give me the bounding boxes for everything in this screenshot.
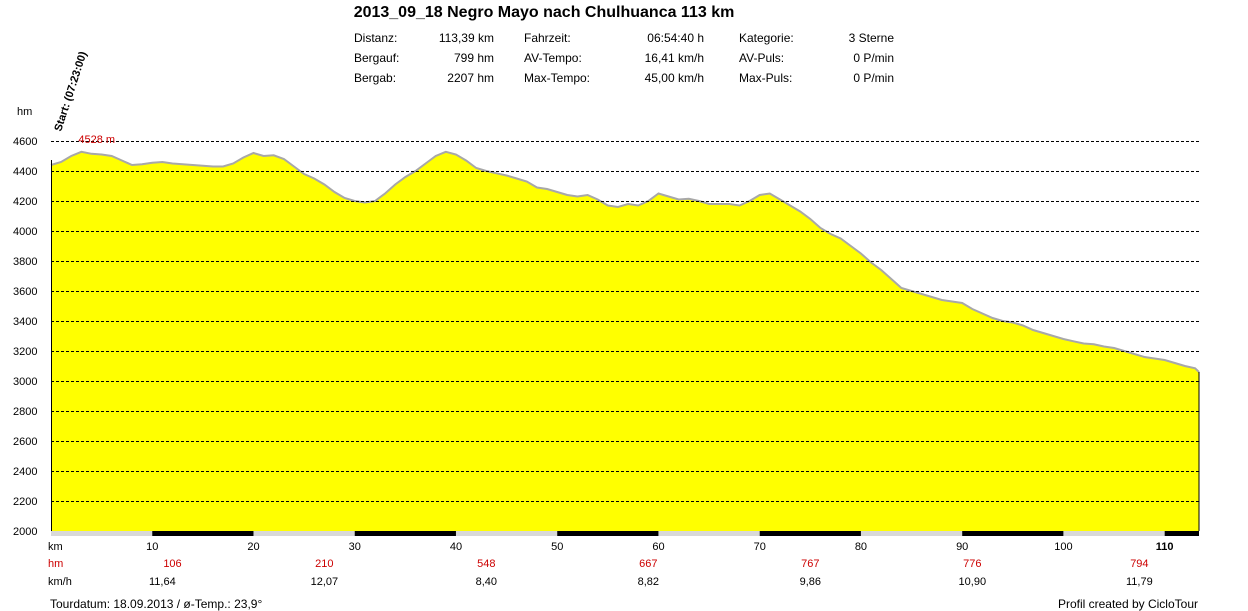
distance-bar-segment: [860, 531, 963, 536]
distance-bar-segment: [557, 531, 659, 536]
ytick-label-3800: 3800: [13, 256, 37, 268]
ytick-label-2200: 2200: [13, 496, 37, 508]
segment-kmh-value: 9,86: [800, 576, 821, 588]
stat-label-av-tempo: AV-Tempo:: [524, 51, 582, 65]
distance-bar-segment: [354, 531, 456, 536]
stat-value-max-puls: 0 P/min: [853, 71, 894, 85]
distance-bar-segment: [253, 531, 355, 536]
segment-kmh-value: 12,07: [311, 576, 339, 588]
xtick-label-20: 20: [247, 541, 259, 553]
ytick-label-3600: 3600: [13, 286, 37, 298]
distance-bar-segment: [1063, 531, 1165, 536]
elevation-line: [50, 150, 1200, 373]
segment-hm-value: 667: [639, 558, 657, 570]
ytick-label-2600: 2600: [13, 436, 37, 448]
xtick-label-50: 50: [551, 541, 563, 553]
max-elevation-label: 4528 m: [78, 134, 115, 146]
ytick-label-3000: 3000: [13, 376, 37, 388]
stat-value-bergab: 2207 hm: [447, 71, 494, 85]
segment-kmh-value: 8,40: [476, 576, 497, 588]
ytick-label-2800: 2800: [13, 406, 37, 418]
y-unit-label: hm: [17, 106, 32, 118]
distance-bar-segment: [51, 531, 153, 536]
stat-value-max-tempo: 45,00 km/h: [644, 71, 704, 85]
segment-hm-value: 210: [315, 558, 333, 570]
xtick-label-10: 10: [146, 541, 158, 553]
distance-bar-segment: [455, 531, 558, 536]
xtick-label-110: 110: [1156, 541, 1174, 553]
segment-kmh-value: 8,82: [638, 576, 659, 588]
xtick-label-80: 80: [855, 541, 867, 553]
distance-bar-segment: [759, 531, 861, 536]
segment-hm-value: 794: [1130, 558, 1148, 570]
segment-kmh-value: 11,64: [149, 576, 176, 588]
stat-label-bergauf: Bergauf:: [354, 51, 400, 65]
segment-hm-value: 767: [801, 558, 819, 570]
xtick-label-90: 90: [956, 541, 968, 553]
stat-label-max-tempo: Max-Tempo:: [524, 71, 591, 85]
xtick-label-30: 30: [349, 541, 361, 553]
distance-bar-segment: [658, 531, 760, 536]
tour-date-footer: Tourdatum: 18.09.2013 / ø-Temp.: 23,9°: [50, 597, 263, 611]
stat-label-max-puls: Max-Puls:: [739, 71, 793, 85]
stat-label-fahrzeit: Fahrzeit:: [524, 31, 571, 45]
stat-value-fahrzeit: 06:54:40 h: [647, 31, 704, 45]
stat-label-av-puls: AV-Puls:: [739, 51, 785, 65]
stat-label-distanz: Distanz:: [354, 31, 398, 45]
ytick-label-3200: 3200: [13, 346, 37, 358]
stat-value-av-tempo: 16,41 km/h: [644, 51, 704, 65]
row-label-kmh: km/h: [48, 576, 72, 588]
segment-kmh-value: 11,79: [1126, 576, 1153, 588]
stat-label-bergab: Bergab:: [354, 71, 397, 85]
row-label-km: km: [48, 541, 63, 553]
ytick-label-2000: 2000: [13, 526, 37, 538]
row-label-hm: hm: [48, 558, 63, 570]
ytick-label-4200: 4200: [13, 196, 37, 208]
start-time-label: Start: (07:23:00): [52, 50, 89, 133]
chart-title: 2013_09_18 Negro Mayo nach Chulhuanca 11…: [353, 4, 735, 21]
xtick-label-60: 60: [652, 541, 664, 553]
ytick-label-4000: 4000: [13, 226, 37, 238]
segment-hm-value: 106: [163, 558, 181, 570]
segment-hm-value: 776: [963, 558, 981, 570]
ytick-label-4600: 4600: [13, 136, 37, 148]
xtick-label-70: 70: [754, 541, 766, 553]
distance-bar-segment: [962, 531, 1064, 536]
stat-label-kategorie: Kategorie:: [739, 31, 794, 45]
ytick-label-4400: 4400: [13, 166, 37, 178]
credits-footer: Profil created by CicloTour: [1057, 597, 1198, 611]
stat-value-kategorie: 3 Sterne: [848, 31, 894, 45]
xtick-label-100: 100: [1054, 541, 1072, 553]
segment-kmh-value: 10,90: [959, 576, 987, 588]
distance-bar-segment: [152, 531, 254, 536]
distance-bar-segment: [1164, 531, 1199, 536]
stat-value-bergauf: 799 hm: [453, 51, 494, 65]
stat-value-distanz: 113,39 km: [438, 31, 494, 45]
elevation-area: [51, 151, 1199, 532]
segment-hm-value: 548: [477, 558, 495, 570]
ytick-label-3400: 3400: [13, 316, 37, 328]
ytick-label-2400: 2400: [13, 466, 37, 478]
stat-value-av-puls: 0 P/min: [853, 51, 894, 65]
xtick-label-40: 40: [450, 541, 462, 553]
